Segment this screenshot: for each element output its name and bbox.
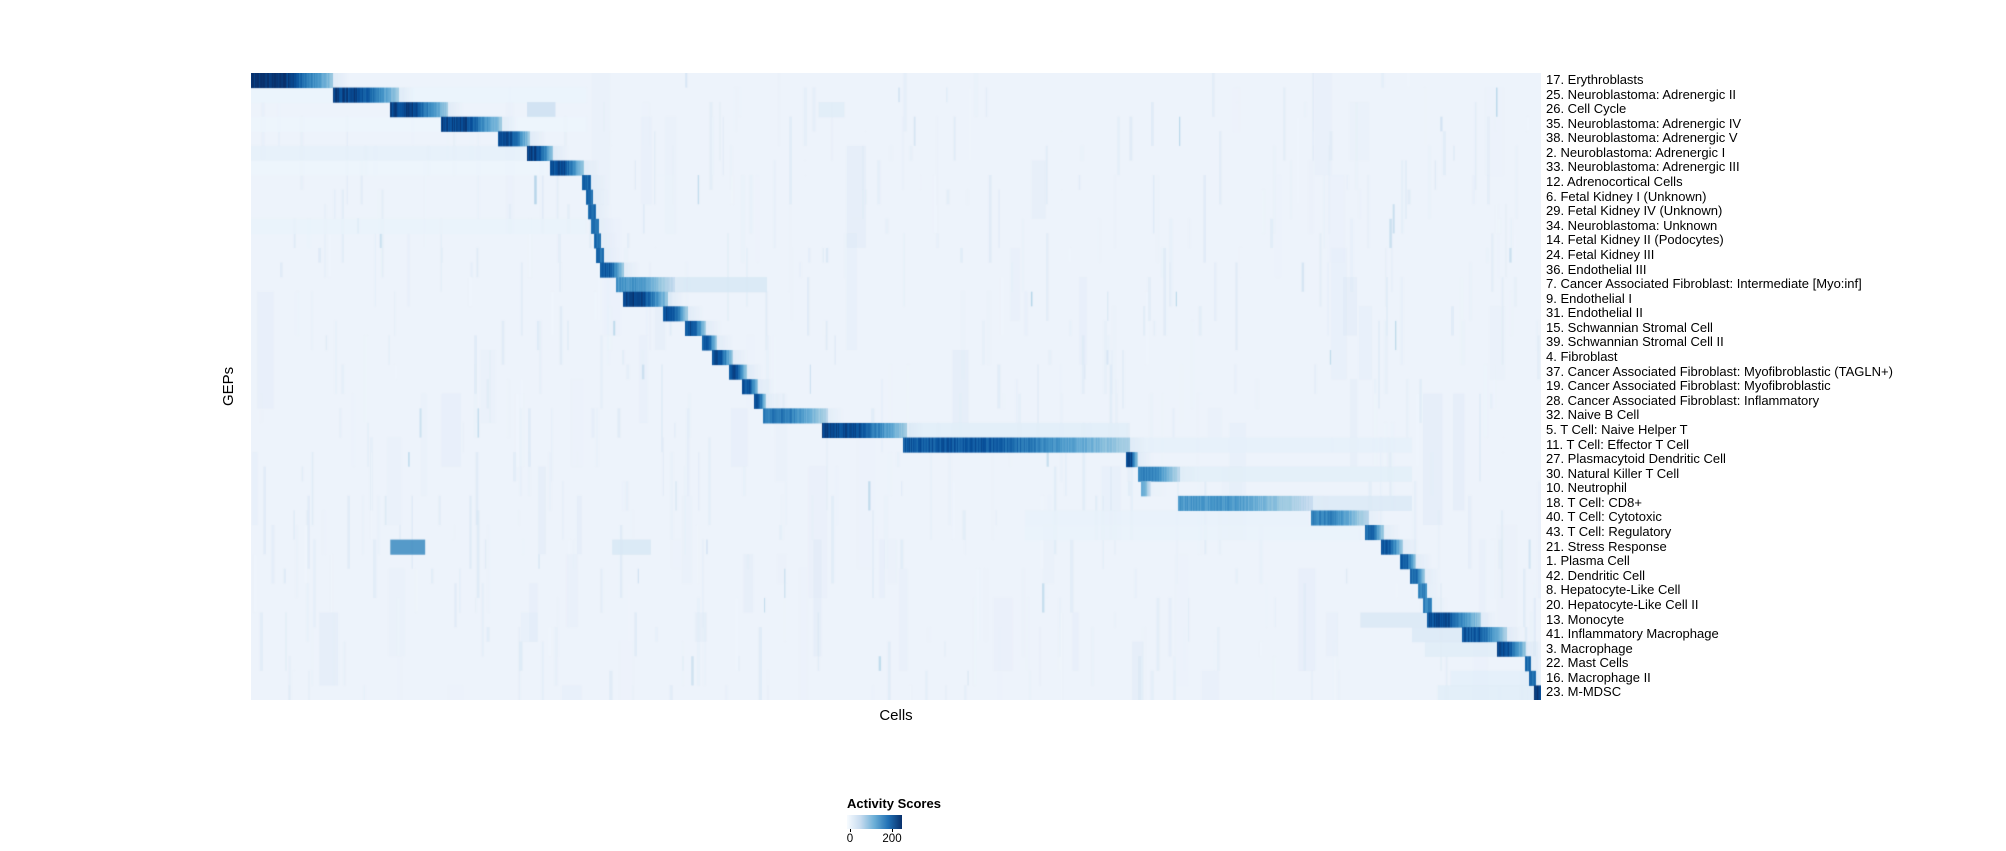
- gep-row-label: 42. Dendritic Cell: [1546, 567, 1645, 583]
- row-labels: 17. Erythroblasts 25. Neuroblastoma: Adre…: [1546, 72, 2006, 700]
- gep-row-label: 1. Plasma Cell: [1546, 553, 1630, 569]
- gep-row-label: 27. Plasmacytoid Dendritic Cell: [1546, 451, 1726, 467]
- gep-row-label: 5. T Cell: Naive Helper T: [1546, 421, 1688, 437]
- gep-row-label: 11. T Cell: Effector T Cell: [1546, 436, 1690, 452]
- gep-row-label: 36. Endothelial III: [1546, 261, 1647, 277]
- gep-row-label: 43. T Cell: Regulatory: [1546, 524, 1672, 540]
- gep-row-label: 14. Fetal Kidney II (Podocytes): [1546, 232, 1724, 248]
- gep-row-label: 30. Natural Killer T Cell: [1546, 465, 1680, 481]
- gep-row-label: 37. Cancer Associated Fibroblast: Myofib…: [1546, 363, 1893, 379]
- gep-row-label: 18. T Cell: CD8+: [1546, 494, 1642, 510]
- colorbar-legend: Activity Scores 0 200: [847, 796, 1007, 847]
- gep-row-label: 33. Neuroblastoma: Adrenergic III: [1546, 159, 1740, 175]
- gep-row-label: 25. Neuroblastoma: Adrenergic II: [1546, 86, 1737, 102]
- gep-row-label: 16. Macrophage II: [1546, 669, 1651, 685]
- gep-row-label: 40. T Cell: Cytotoxic: [1546, 509, 1662, 525]
- legend-tick-label-min: 0: [846, 833, 854, 845]
- gep-row-label: 23. M-MDSC: [1546, 684, 1622, 700]
- gep-row-label: 32. Naive B Cell: [1546, 407, 1640, 423]
- colorbar-gradient: [847, 815, 902, 832]
- gep-row-label: 31. Endothelial II: [1546, 305, 1643, 321]
- gep-row-label: 3. Macrophage: [1546, 640, 1633, 656]
- gep-row-label: 26. Cell Cycle: [1546, 101, 1627, 117]
- gep-row-label: 34. Neuroblastoma: Unknown: [1546, 217, 1718, 233]
- gep-row-label: 6. Fetal Kidney I (Unknown): [1546, 188, 1707, 204]
- legend-tick-label-max: 200: [882, 833, 902, 845]
- gep-row-label: 2. Neuroblastoma: Adrenergic I: [1546, 144, 1726, 160]
- gep-row-label: 39. Schwannian Stromal Cell II: [1546, 334, 1724, 350]
- gep-row-label: 7. Cancer Associated Fibroblast: Interme…: [1546, 276, 1862, 292]
- gep-row-label: 24. Fetal Kidney III: [1546, 246, 1655, 262]
- gep-row-label: 12. Adrenocortical Cells: [1546, 174, 1683, 190]
- gep-row-label: 41. Inflammatory Macrophage: [1546, 626, 1719, 642]
- gep-row-label: 21. Stress Response: [1546, 538, 1667, 554]
- gep-row-label: 17. Erythroblasts: [1546, 72, 1644, 87]
- x-axis-label: Cells: [879, 707, 913, 724]
- gep-row-label: 22. Mast Cells: [1546, 655, 1629, 671]
- gep-row-label: 28. Cancer Associated Fibroblast: Inflam…: [1546, 392, 1820, 408]
- legend-tick-labels: 0 200: [847, 833, 902, 847]
- gep-row-label: 13. Monocyte: [1546, 611, 1625, 627]
- gep-row-label: 38. Neuroblastoma: Adrenergic V: [1546, 130, 1738, 146]
- gep-row-label: 35. Neuroblastoma: Adrenergic IV: [1546, 115, 1742, 131]
- gep-row-label: 20. Hepatocyte-Like Cell II: [1546, 596, 1699, 612]
- gep-row-label: 9. Endothelial I: [1546, 290, 1633, 306]
- heatmap-canvas: [251, 73, 1541, 700]
- gep-row-label: 15. Schwannian Stromal Cell: [1546, 319, 1713, 335]
- legend-tick-mark-max: [892, 829, 893, 832]
- gep-row-label: 4. Fibroblast: [1546, 349, 1618, 365]
- y-axis-label: GEPs: [220, 366, 237, 407]
- legend-title: Activity Scores: [847, 796, 941, 811]
- gep-row-label: 10. Neutrophil: [1546, 480, 1627, 496]
- gep-row-label: 29. Fetal Kidney IV (Unknown): [1546, 203, 1723, 219]
- legend-tick-mark-min: [850, 829, 851, 832]
- gep-row-label: 8. Hepatocyte-Like Cell: [1546, 582, 1681, 598]
- gep-row-label: 19. Cancer Associated Fibroblast: Myofib…: [1546, 378, 1831, 394]
